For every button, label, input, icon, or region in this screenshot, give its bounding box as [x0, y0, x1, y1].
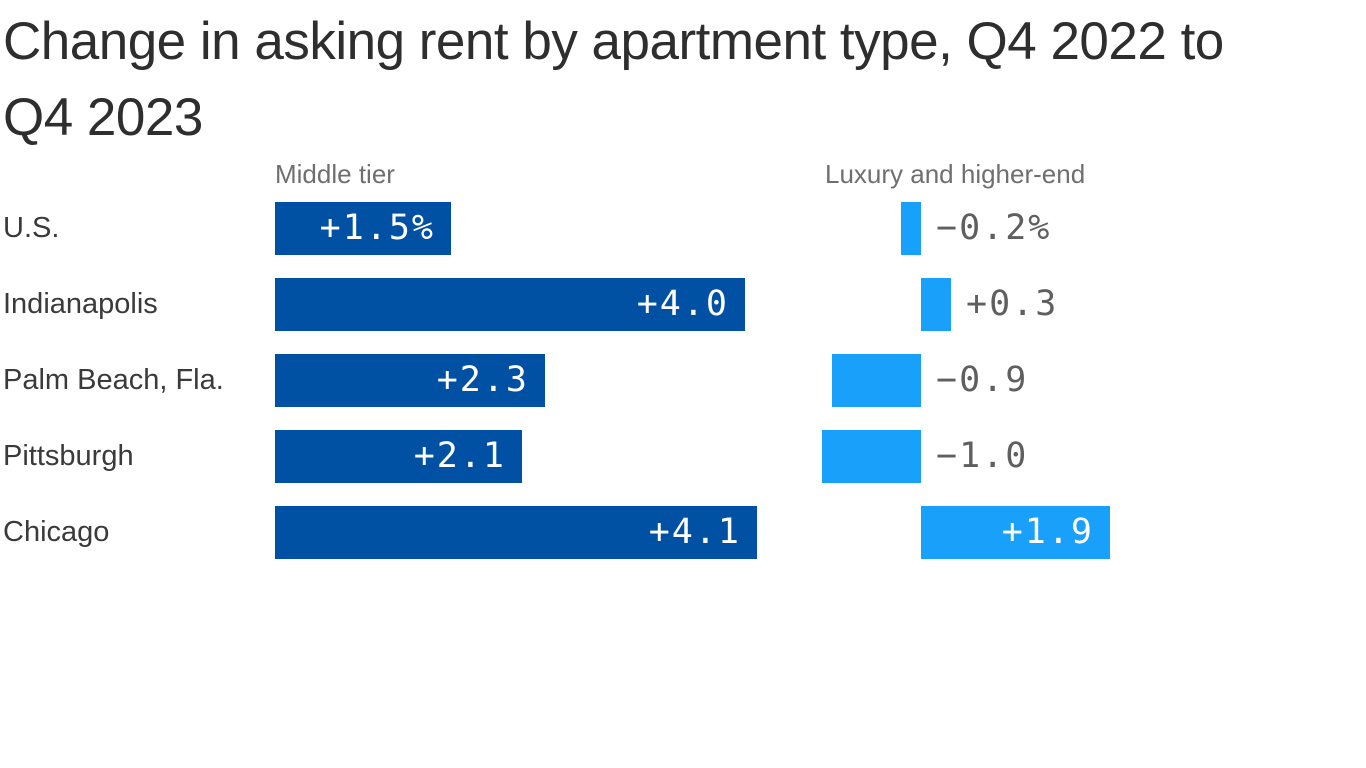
row-label: Indianapolis: [3, 288, 158, 320]
bar-value-label: +4.0: [636, 284, 729, 324]
middle-tier-bar: +1.5%: [275, 202, 451, 255]
middle-tier-bar: +4.1: [275, 506, 757, 559]
middle-tier-bar: +2.1: [275, 430, 522, 483]
series-header-middle-tier: Middle tier: [275, 159, 395, 189]
series-header-luxury: Luxury and higher-end: [825, 159, 1086, 189]
title-line-1: Change in asking rent by apartment type,…: [3, 12, 1224, 71]
middle-tier-bar: +2.3: [275, 354, 545, 407]
middle-tier-bar: +4.0: [275, 278, 745, 331]
luxury-bar: [832, 354, 921, 407]
bar-value-label: +1.9: [1001, 512, 1094, 552]
row-label: Pittsburgh: [3, 440, 134, 472]
luxury-bar: +1.9: [921, 506, 1110, 559]
luxury-bar: [921, 278, 951, 331]
bar-value-label: −0.9: [936, 360, 1029, 400]
bar-value-label: +1.5%: [319, 208, 435, 248]
luxury-bar: [822, 430, 921, 483]
bar-value-label: +2.1: [413, 436, 506, 476]
row-label: Chicago: [3, 516, 110, 548]
bar-value-label: −1.0: [936, 436, 1029, 476]
row-label: U.S.: [3, 212, 60, 244]
page-title: Change in asking rent by apartment type,…: [3, 4, 1353, 156]
bar-value-label: +4.1: [648, 512, 741, 552]
title-line-2: Q4 2023: [3, 88, 203, 147]
row-label: Palm Beach, Fla.: [3, 364, 224, 396]
luxury-bar: [901, 202, 921, 255]
bar-value-label: +0.3: [966, 284, 1059, 324]
bar-value-label: +2.3: [436, 360, 529, 400]
bar-value-label: −0.2%: [936, 208, 1052, 248]
